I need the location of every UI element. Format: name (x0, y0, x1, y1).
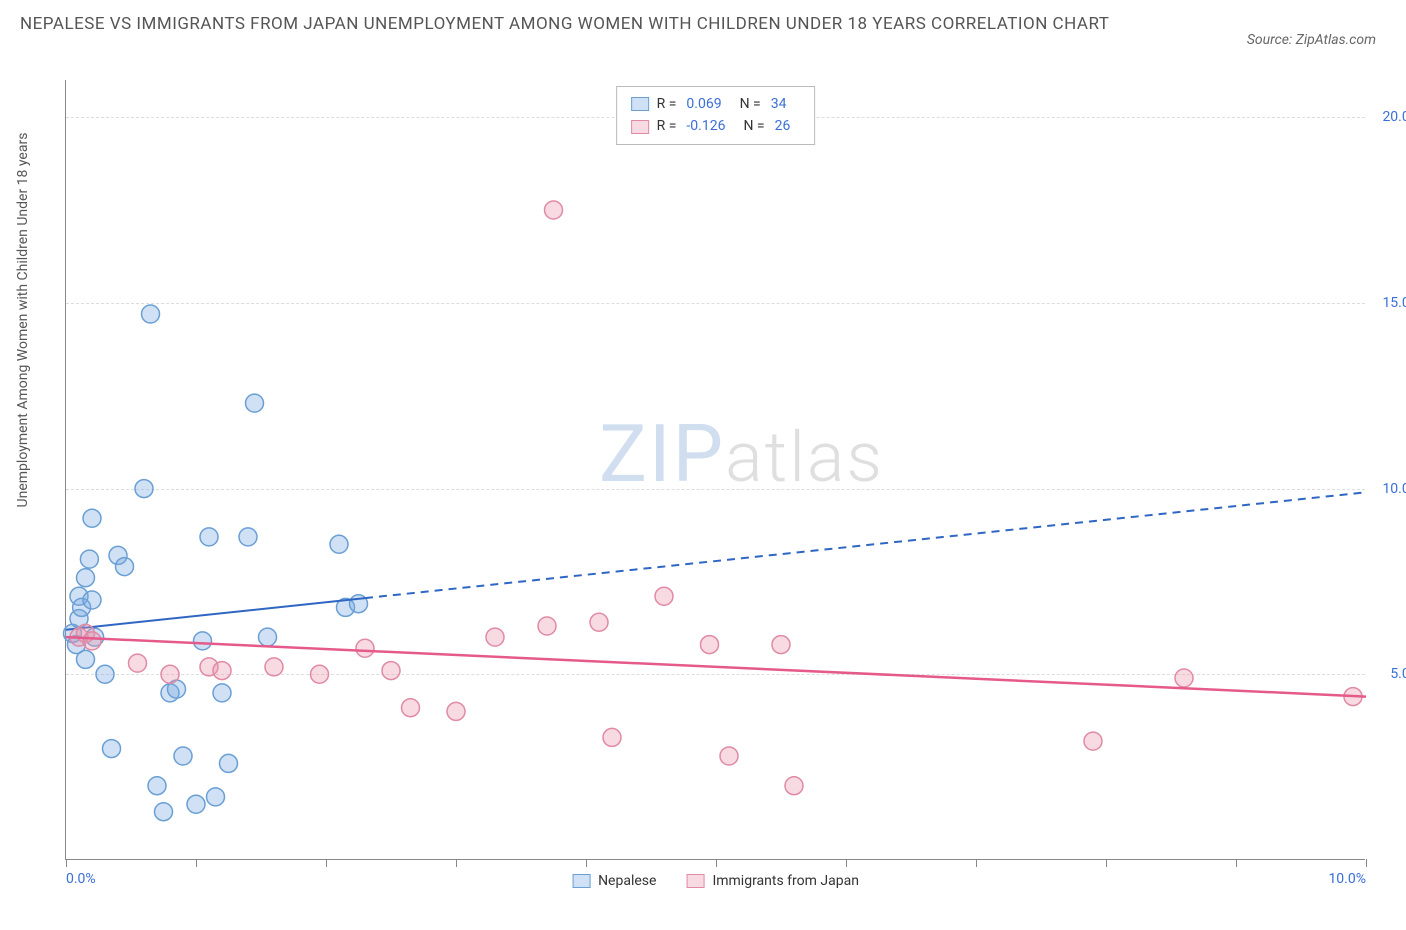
x-tick (1236, 859, 1237, 867)
data-point (77, 650, 95, 668)
y-tick-label: 5.0% (1390, 666, 1406, 682)
data-point (259, 628, 277, 646)
data-point (161, 665, 179, 683)
data-point (1084, 732, 1102, 750)
source-label: Source: ZipAtlas.com (1247, 32, 1376, 48)
trend-line-dashed (365, 492, 1366, 598)
data-point (447, 702, 465, 720)
y-tick-label: 20.0% (1382, 109, 1406, 125)
data-point (311, 665, 329, 683)
data-point (135, 480, 153, 498)
x-tick (1106, 859, 1107, 867)
data-point (155, 803, 173, 821)
x-tick (326, 859, 327, 867)
x-tick (66, 859, 67, 867)
legend-item-japan: Immigrants from Japan (686, 873, 858, 889)
data-point (103, 740, 121, 758)
data-point (720, 747, 738, 765)
trend-line-solid (66, 598, 365, 630)
data-point (402, 699, 420, 717)
data-point (96, 665, 114, 683)
n-value-japan: 26 (775, 115, 791, 137)
data-point (80, 550, 98, 568)
data-point (655, 587, 673, 605)
plot-svg (66, 80, 1365, 859)
data-point (220, 754, 238, 772)
x-tick (716, 859, 717, 867)
swatch-nepalese (572, 874, 590, 888)
data-point (83, 509, 101, 527)
r-value-japan: -0.126 (686, 115, 725, 137)
data-point (83, 632, 101, 650)
data-point (701, 636, 719, 654)
data-point (772, 636, 790, 654)
data-point (239, 528, 257, 546)
y-axis-title: Unemployment Among Women with Children U… (15, 120, 31, 520)
data-point (213, 662, 231, 680)
x-tick (196, 859, 197, 867)
header: NEPALESE VS IMMIGRANTS FROM JAPAN UNEMPL… (0, 0, 1406, 48)
y-tick-label: 15.0% (1382, 295, 1406, 311)
swatch-nepalese (631, 97, 649, 111)
data-point (785, 777, 803, 795)
data-point (187, 795, 205, 813)
plot-area: ZIPatlas R = 0.069 N = 34 R = -0.126 N =… (65, 80, 1365, 860)
r-label: R = (657, 115, 677, 137)
chart-container: Unemployment Among Women with Children U… (20, 80, 1386, 910)
legend-label-japan: Immigrants from Japan (712, 873, 858, 889)
chart-title: NEPALESE VS IMMIGRANTS FROM JAPAN UNEMPL… (20, 12, 1109, 38)
data-point (213, 684, 231, 702)
x-tick (976, 859, 977, 867)
x-tick (586, 859, 587, 867)
data-point (486, 628, 504, 646)
data-point (200, 528, 218, 546)
data-point (265, 658, 283, 676)
correlation-legend: R = 0.069 N = 34 R = -0.126 N = 26 (616, 86, 816, 145)
r-value-nepalese: 0.069 (686, 93, 721, 115)
swatch-japan (686, 874, 704, 888)
series-legend: Nepalese Immigrants from Japan (572, 873, 859, 889)
data-point (246, 394, 264, 412)
legend-row-japan: R = -0.126 N = 26 (631, 115, 801, 137)
n-label: N = (743, 115, 764, 137)
data-point (83, 591, 101, 609)
x-tick (846, 859, 847, 867)
y-tick-label: 10.0% (1382, 481, 1406, 497)
x-tick-label: 0.0% (66, 871, 96, 887)
data-point (129, 654, 147, 672)
n-label: N = (740, 93, 761, 115)
data-point (356, 639, 374, 657)
data-point (207, 788, 225, 806)
swatch-japan (631, 120, 649, 134)
x-tick-label: 10.0% (1328, 871, 1366, 887)
data-point (1175, 669, 1193, 687)
x-tick (1366, 859, 1367, 867)
x-tick (456, 859, 457, 867)
data-point (116, 558, 134, 576)
data-point (77, 569, 95, 587)
data-point (174, 747, 192, 765)
legend-item-nepalese: Nepalese (572, 873, 656, 889)
data-point (382, 662, 400, 680)
legend-label-nepalese: Nepalese (598, 873, 656, 889)
data-point (590, 613, 608, 631)
data-point (538, 617, 556, 635)
data-point (603, 728, 621, 746)
data-point (142, 305, 160, 323)
data-point (545, 201, 563, 219)
n-value-nepalese: 34 (771, 93, 787, 115)
data-point (194, 632, 212, 650)
r-label: R = (657, 93, 677, 115)
legend-row-nepalese: R = 0.069 N = 34 (631, 93, 801, 115)
data-point (148, 777, 166, 795)
data-point (330, 535, 348, 553)
